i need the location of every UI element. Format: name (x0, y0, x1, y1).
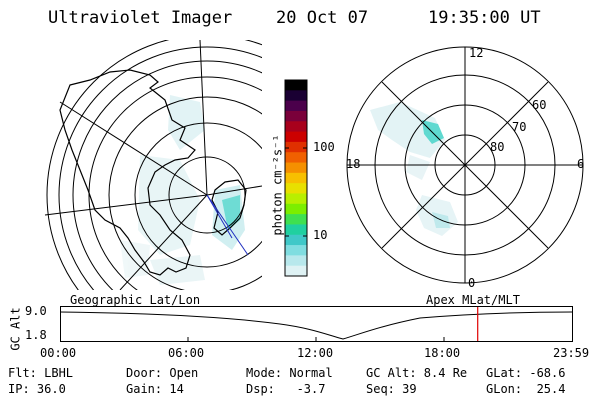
colorbar-tick-10: 10 (313, 228, 328, 242)
colorbar-segment (285, 234, 307, 246)
colorbar-segment (285, 172, 307, 184)
colorbar-segment (285, 183, 307, 194)
colorbar-segment (285, 224, 307, 236)
altitude-curve (60, 311, 573, 340)
mlt-label-0: 0 (468, 276, 476, 290)
mlt-label-12: 12 (469, 46, 484, 60)
time-label: 19:35:00 UT (428, 8, 541, 28)
colorbar-segment (285, 265, 307, 277)
altitude-y-bottom: 1.8 (25, 328, 47, 342)
colorbar-segment (285, 162, 307, 174)
colorbar (284, 79, 308, 277)
status-door: Door: Open (126, 366, 199, 380)
colorbar-segment (285, 90, 307, 102)
colorbar-segment (285, 131, 307, 143)
mlt-label-6: 6 (577, 157, 585, 171)
status-glon: GLon: 25.4 (486, 382, 566, 396)
geographic-caption: Geographic Lat/Lon (70, 293, 201, 307)
colorbar-ticks (285, 147, 307, 237)
colorbar-tick-100: 100 (313, 140, 335, 154)
view-direction-lines (206, 194, 249, 256)
longitude-grid (44, 40, 262, 290)
geographic-map (44, 40, 262, 290)
colorbar-segment (285, 152, 307, 164)
altitude-plot (60, 306, 573, 342)
apex-auroral-emission (370, 102, 458, 236)
colorbar-scale (285, 80, 307, 277)
colorbar-segment (285, 214, 307, 225)
status-seq: Seq: 39 (366, 382, 417, 396)
colorbar-segment (285, 121, 307, 133)
mlat-label-60: 60 (532, 98, 547, 112)
colorbar-segment (285, 193, 307, 205)
colorbar-segment (285, 255, 307, 267)
status-gc-alt: GC Alt: 8.4 Re (366, 366, 468, 380)
coastline (59, 69, 196, 276)
xtick-2359: 23:59 (553, 346, 590, 360)
colorbar-segment (285, 100, 307, 112)
instrument-title: Ultraviolet Imager (48, 8, 233, 28)
colorbar-segment (285, 203, 307, 215)
xtick-1800: 18:00 (424, 346, 461, 360)
status-glat: GLat: -68.6 (486, 366, 566, 380)
xtick-0000: 00:00 (40, 346, 77, 360)
colorbar-segment (285, 80, 307, 91)
apex-caption: Apex MLat/MLT (426, 293, 520, 307)
status-ip: IP: 36.0 (8, 382, 66, 396)
apex-polar-map (346, 46, 584, 284)
status-mode: Mode: Normal (246, 366, 333, 380)
colorbar-segment (285, 110, 307, 122)
mlat-label-70: 70 (512, 120, 527, 134)
status-gain: Gain: 14 (126, 382, 184, 396)
mlt-label-18: 18 (346, 157, 361, 171)
colorbar-segment (285, 141, 307, 153)
status-flt: Flt: LBHL (8, 366, 74, 380)
xtick-1200: 12:00 (297, 346, 334, 360)
mlat-label-80: 80 (490, 140, 505, 154)
date-label: 20 Oct 07 (276, 8, 369, 28)
xtick-0600: 06:00 (168, 346, 205, 360)
altitude-xticks (187, 337, 445, 342)
altitude-ylabel: GC Alt (8, 307, 23, 351)
mlt-grid (347, 47, 583, 283)
altitude-y-top: 9.0 (25, 304, 47, 318)
colorbar-segment (285, 245, 307, 256)
geographic-auroral-emission (120, 95, 245, 285)
status-dsp: Dsp: -3.7 (246, 382, 326, 396)
colorbar-unit-label: photon cm⁻²s⁻¹ (270, 134, 285, 236)
